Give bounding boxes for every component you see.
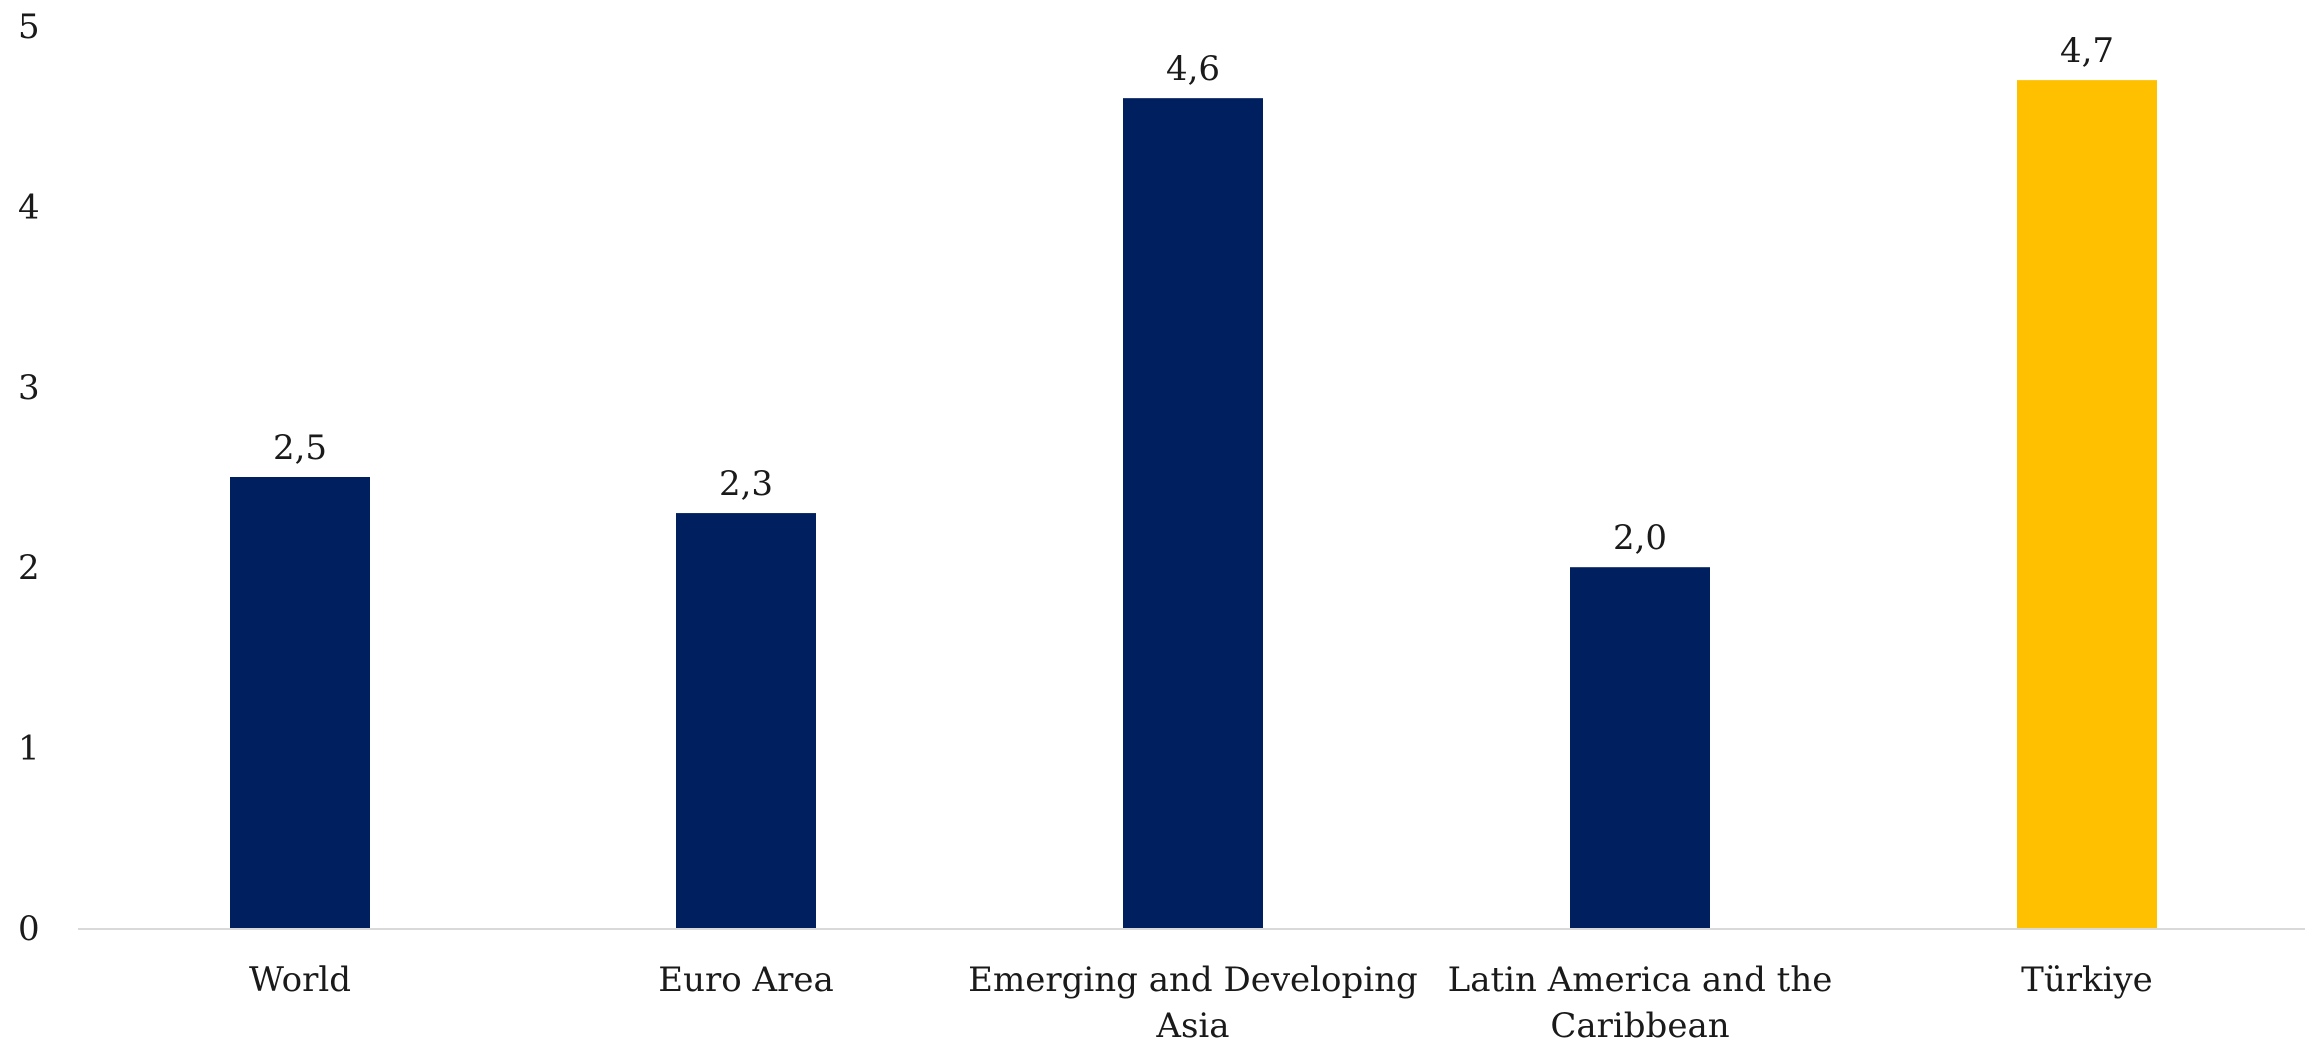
category-label-line: Caribbean xyxy=(1550,1006,1729,1045)
category-label: Türkiye xyxy=(2021,960,2153,1000)
data-label: 4,7 xyxy=(2060,31,2114,71)
bar xyxy=(676,513,816,928)
category-label-line: Emerging and Developing xyxy=(968,960,1418,1000)
y-axis: 0 1 2 3 4 5 xyxy=(18,7,40,949)
category-label-line: Euro Area xyxy=(658,960,833,1000)
category-label: World xyxy=(249,960,351,1000)
data-label: 2,3 xyxy=(719,464,773,504)
category-label-line: World xyxy=(249,960,351,1000)
data-labels: 2,5 2,3 4,6 2,0 4,7 xyxy=(273,31,2114,558)
y-tick-label: 0 xyxy=(18,909,40,949)
category-label: Latin America and the Caribbean xyxy=(1448,960,1833,1045)
data-label: 2,0 xyxy=(1613,518,1667,558)
bars xyxy=(230,80,2157,929)
y-tick-label: 1 xyxy=(18,729,40,769)
bar xyxy=(230,477,370,928)
category-label-line: Latin America and the xyxy=(1448,960,1833,1000)
bar xyxy=(2017,80,2157,929)
y-tick-label: 5 xyxy=(18,7,40,47)
y-tick-label: 4 xyxy=(18,187,40,227)
x-axis: World Euro Area Emerging and Developing Asi… xyxy=(78,928,2305,1045)
category-label: Euro Area xyxy=(658,960,833,1000)
bar xyxy=(1123,98,1263,928)
y-tick-label: 3 xyxy=(18,368,40,408)
category-label-line: Türkiye xyxy=(2021,960,2153,1000)
bar xyxy=(1570,567,1710,928)
category-label-line: Asia xyxy=(1155,1006,1229,1045)
category-label: Emerging and Developing Asia xyxy=(968,960,1418,1045)
y-tick-label: 2 xyxy=(18,548,40,588)
data-label: 2,5 xyxy=(273,428,327,468)
data-label: 4,6 xyxy=(1166,49,1220,89)
